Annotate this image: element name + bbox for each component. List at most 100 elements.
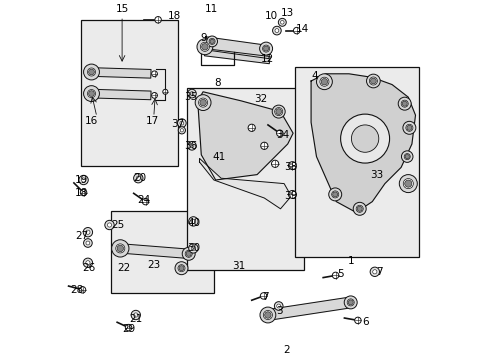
Circle shape <box>206 36 217 47</box>
Circle shape <box>331 191 338 198</box>
Circle shape <box>190 144 193 148</box>
Circle shape <box>117 245 123 252</box>
Circle shape <box>188 217 198 226</box>
Circle shape <box>369 267 379 276</box>
Circle shape <box>209 39 215 44</box>
Circle shape <box>87 90 95 98</box>
Text: 24: 24 <box>137 195 150 205</box>
Circle shape <box>125 324 132 331</box>
Circle shape <box>280 21 284 24</box>
Circle shape <box>260 293 266 299</box>
Circle shape <box>83 258 92 267</box>
Bar <box>111 211 213 293</box>
Circle shape <box>80 189 87 196</box>
Circle shape <box>402 121 415 134</box>
Text: 30: 30 <box>187 243 200 253</box>
Circle shape <box>197 39 212 55</box>
Circle shape <box>355 205 363 212</box>
Circle shape <box>276 130 283 136</box>
Circle shape <box>177 119 186 127</box>
Bar <box>186 88 303 270</box>
Polygon shape <box>91 68 151 78</box>
Circle shape <box>175 262 187 275</box>
Circle shape <box>274 302 283 310</box>
Circle shape <box>278 18 285 26</box>
Circle shape <box>404 154 408 159</box>
Circle shape <box>403 179 412 189</box>
Text: 8: 8 <box>214 78 221 88</box>
Circle shape <box>400 100 407 107</box>
Circle shape <box>370 78 375 84</box>
Circle shape <box>191 246 195 251</box>
Text: 31: 31 <box>232 261 245 271</box>
Circle shape <box>347 300 352 305</box>
Circle shape <box>263 310 272 320</box>
Polygon shape <box>197 92 292 180</box>
Text: 12: 12 <box>261 54 274 64</box>
Text: 37: 37 <box>171 119 184 129</box>
Circle shape <box>188 244 198 253</box>
Circle shape <box>87 68 95 76</box>
Circle shape <box>372 270 376 274</box>
Circle shape <box>260 142 267 149</box>
Circle shape <box>190 92 193 95</box>
Circle shape <box>186 251 191 256</box>
Circle shape <box>274 108 282 116</box>
Circle shape <box>88 69 94 75</box>
Circle shape <box>107 223 111 227</box>
Circle shape <box>288 162 296 170</box>
Text: 32: 32 <box>254 94 267 104</box>
Circle shape <box>151 71 157 77</box>
Circle shape <box>187 141 196 150</box>
Text: 34: 34 <box>275 130 288 140</box>
Circle shape <box>356 206 362 211</box>
Circle shape <box>111 240 129 257</box>
Polygon shape <box>203 37 270 59</box>
Circle shape <box>346 299 353 306</box>
Circle shape <box>83 228 92 237</box>
Circle shape <box>88 91 94 96</box>
Circle shape <box>86 241 90 245</box>
Circle shape <box>200 42 209 51</box>
Circle shape <box>79 175 88 185</box>
Circle shape <box>201 44 208 50</box>
Circle shape <box>133 174 142 183</box>
Circle shape <box>136 176 140 180</box>
Text: 1: 1 <box>346 256 353 266</box>
Circle shape <box>191 219 195 224</box>
Circle shape <box>104 220 114 230</box>
Circle shape <box>405 124 412 131</box>
Circle shape <box>85 230 90 234</box>
Text: 28: 28 <box>70 285 83 295</box>
Circle shape <box>131 310 140 320</box>
Text: 25: 25 <box>111 220 124 230</box>
Text: 23: 23 <box>147 260 160 270</box>
Text: 3: 3 <box>276 306 283 316</box>
Text: 38: 38 <box>284 162 297 172</box>
Circle shape <box>179 266 183 271</box>
Text: 4: 4 <box>311 71 318 81</box>
Polygon shape <box>266 297 351 320</box>
Circle shape <box>133 313 138 317</box>
Circle shape <box>275 109 281 114</box>
Circle shape <box>85 261 90 265</box>
Circle shape <box>198 98 207 107</box>
Text: 15: 15 <box>115 4 128 14</box>
Text: 27: 27 <box>75 231 88 241</box>
Circle shape <box>81 178 85 182</box>
Text: 41: 41 <box>212 152 225 162</box>
Circle shape <box>83 239 92 247</box>
Circle shape <box>399 175 416 193</box>
Text: 17: 17 <box>145 116 158 126</box>
Circle shape <box>321 78 327 85</box>
Text: 39: 39 <box>284 191 297 201</box>
Bar <box>81 20 178 166</box>
Circle shape <box>288 190 296 198</box>
Circle shape <box>401 151 412 162</box>
Text: 36: 36 <box>184 141 198 151</box>
Circle shape <box>352 202 366 215</box>
Circle shape <box>142 198 148 205</box>
Polygon shape <box>204 49 269 64</box>
Text: 22: 22 <box>117 263 130 273</box>
Circle shape <box>79 287 85 293</box>
